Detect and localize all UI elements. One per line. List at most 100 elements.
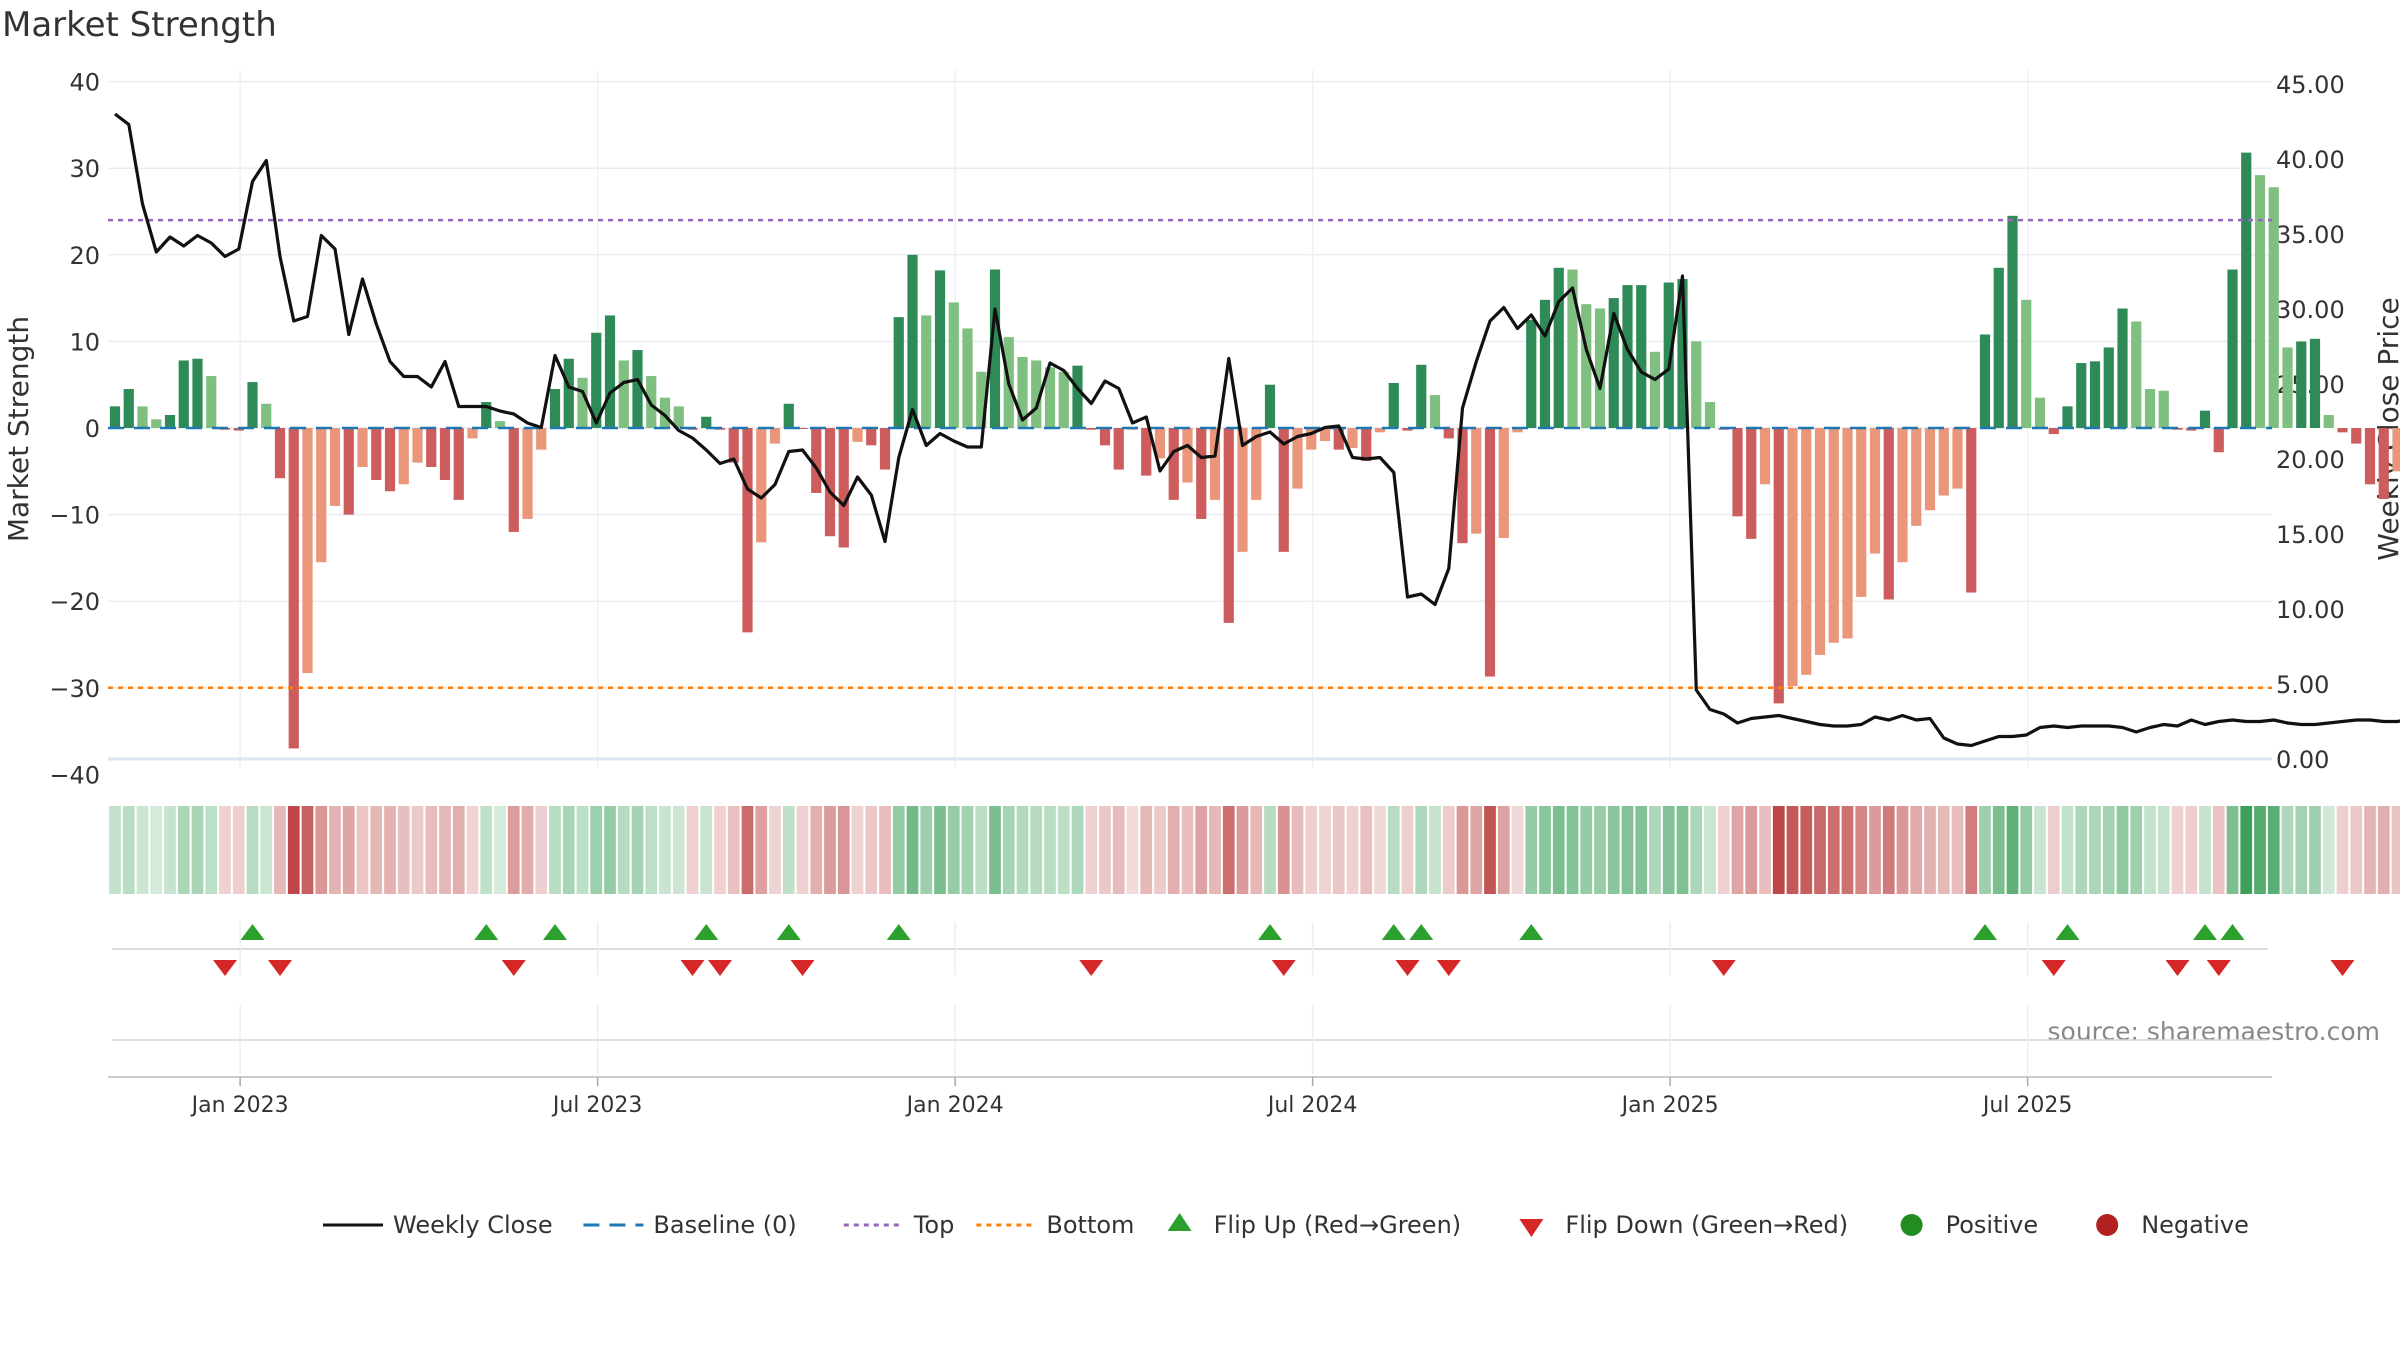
- heat-strip-cell: [1869, 806, 1881, 894]
- heat-strip-cell: [315, 806, 328, 894]
- heat-strip-cell: [1924, 806, 1936, 894]
- main-plot-area: 40 30 20 10 0 −10 −20 −30 −40 45.00 40.00 35.00 30.0…: [49, 69, 2400, 789]
- strength-bar: [1938, 428, 1949, 496]
- strength-bar: [1416, 364, 1427, 428]
- heat-strip-cell: [686, 806, 699, 894]
- heat-strip-cell: [1126, 806, 1139, 894]
- y-right-tick-label: 0.00: [2276, 746, 2329, 774]
- heat-strip-cell: [150, 806, 163, 894]
- strength-bar: [948, 302, 959, 428]
- strength-bar: [1031, 360, 1042, 428]
- strength-bar: [577, 377, 588, 428]
- heat-strip-cell: [2061, 806, 2074, 894]
- strength-bar: [1512, 428, 1523, 433]
- heat-strip-cell: [342, 806, 355, 894]
- strength-bar: [1086, 428, 1097, 430]
- strength-bar: [1773, 428, 1784, 704]
- y-right-tick-label: 15.00: [2276, 521, 2345, 549]
- strength-bar: [659, 397, 671, 428]
- heat-strip-cell: [2364, 806, 2376, 894]
- strength-bar: [1814, 428, 1826, 655]
- strength-bar: [879, 428, 891, 470]
- heat-strip-cell: [1662, 806, 1675, 894]
- heat-strip-cell: [782, 806, 795, 894]
- strength-bar: [1649, 351, 1661, 428]
- heat-strip-cell: [617, 806, 630, 894]
- heat-strip-cell: [2130, 806, 2143, 894]
- heat-strip-cell: [824, 806, 836, 894]
- strength-bar: [2323, 415, 2334, 428]
- legend-label: Top: [913, 1211, 955, 1239]
- heat-strip-cell: [452, 806, 465, 894]
- heat-strip-cell: [1030, 806, 1043, 894]
- strength-bar: [494, 421, 506, 428]
- heat-strip-cell: [1649, 806, 1661, 894]
- legend-label: Weekly Close: [393, 1211, 553, 1239]
- heat-strip-cell: [1209, 806, 1221, 894]
- strength-bar: [316, 428, 327, 563]
- heat-strip-cell: [2391, 806, 2400, 894]
- heat-strip-cell: [274, 806, 286, 894]
- strength-bar: [508, 428, 519, 532]
- legend-label: Bottom: [1046, 1211, 1134, 1239]
- strength-bar: [604, 315, 616, 428]
- strength-bar: [1113, 428, 1124, 470]
- strength-bar: [1553, 267, 1564, 428]
- heat-strip-cell: [384, 806, 396, 894]
- strength-bar: [1099, 428, 1111, 446]
- x-tick-label: Jul 2025: [1981, 1093, 2073, 1118]
- strength-bar: [1072, 365, 1083, 428]
- strength-bar: [384, 428, 396, 492]
- strength-bar: [1787, 428, 1798, 687]
- strength-bar: [989, 269, 1001, 428]
- heat-strip-cell: [2267, 806, 2280, 894]
- strength-bar: [1883, 428, 1894, 600]
- strength-bar: [1374, 428, 1386, 433]
- heat-strip-cell: [1387, 806, 1400, 894]
- heat-strip-cell: [837, 806, 850, 894]
- heat-strip-cell: [356, 806, 369, 894]
- heat-strip-cell: [2116, 806, 2129, 894]
- strength-bar: [2076, 363, 2087, 428]
- heat-strip-cell: [1690, 806, 1703, 894]
- strength-bar: [1966, 428, 1977, 593]
- flip-down-marker: [268, 960, 292, 976]
- strength-bar: [1044, 367, 1056, 428]
- y-left-tick-label: −40: [49, 761, 100, 789]
- heat-strip-cell: [2034, 806, 2046, 894]
- heat-strip-cell: [1731, 806, 1744, 894]
- heat-strip-cell: [164, 806, 176, 894]
- strength-bar: [522, 428, 533, 519]
- strength-bar: [1746, 428, 1757, 539]
- flip-down-marker: [2165, 960, 2190, 976]
- strength-bar: [1498, 428, 1509, 538]
- strength-bar: [2034, 397, 2046, 428]
- heat-strip-cell: [1759, 806, 1771, 894]
- y-right-tick-label: 35.00: [2276, 221, 2345, 249]
- strength-bar: [151, 419, 162, 428]
- heat-strip-cell: [631, 806, 644, 894]
- strength-bar: [371, 428, 382, 480]
- heat-strip-cell: [1277, 806, 1290, 894]
- strength-bar: [1869, 428, 1881, 554]
- strength-bar: [439, 428, 451, 480]
- strength-bar: [1526, 319, 1537, 428]
- flip-markers-panel: [112, 922, 2355, 1075]
- heat-strip-cell: [301, 806, 314, 894]
- strength-bar: [1704, 402, 1716, 428]
- strength-bar: [1319, 428, 1331, 441]
- heat-strip-cell: [2102, 806, 2115, 894]
- heat-strip-cell: [1016, 806, 1029, 894]
- heat-strip-cell: [934, 806, 946, 894]
- heat-strip-cell: [1291, 806, 1304, 894]
- heat-strip-cell: [961, 806, 974, 894]
- strength-bar: [769, 428, 781, 444]
- heat-strip-cell: [2212, 806, 2225, 894]
- heat-strip-cell: [2336, 806, 2349, 894]
- strength-bar: [2062, 406, 2073, 428]
- strength-bar: [921, 315, 932, 428]
- heat-strip-cell: [645, 806, 658, 894]
- heat-strip-cell: [1539, 806, 1551, 894]
- strength-bar: [2296, 341, 2307, 428]
